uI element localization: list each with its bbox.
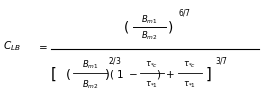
- Text: $)\ +$: $)\ +$: [156, 68, 175, 81]
- Text: $B_{m2}$: $B_{m2}$: [141, 30, 157, 42]
- Text: $\tau_{*c}$: $\tau_{*c}$: [145, 59, 158, 70]
- Text: $=$: $=$: [36, 42, 48, 52]
- Text: $\tau_{*c}$: $\tau_{*c}$: [183, 59, 196, 70]
- Text: $(\ 1\ -$: $(\ 1\ -$: [109, 68, 138, 81]
- Text: $3/7$: $3/7$: [215, 55, 228, 66]
- Text: $($: $($: [65, 67, 71, 82]
- Text: $($: $($: [123, 19, 130, 35]
- Text: $)$: $)$: [167, 19, 173, 35]
- Text: $B_{m2}$: $B_{m2}$: [82, 79, 98, 91]
- Text: $\tau_{*1}$: $\tau_{*1}$: [183, 80, 196, 90]
- Text: $C_{LB}$: $C_{LB}$: [3, 40, 21, 53]
- Text: $B_{m1}$: $B_{m1}$: [82, 58, 98, 71]
- Text: $6/7$: $6/7$: [178, 7, 191, 18]
- Text: $B_{m1}$: $B_{m1}$: [141, 14, 157, 26]
- Text: $]$: $]$: [205, 66, 211, 84]
- Text: $\tau_{*1}$: $\tau_{*1}$: [145, 80, 158, 90]
- Text: $2/3$: $2/3$: [108, 55, 122, 66]
- Text: $[$: $[$: [50, 66, 56, 84]
- Text: $)$: $)$: [104, 67, 110, 82]
